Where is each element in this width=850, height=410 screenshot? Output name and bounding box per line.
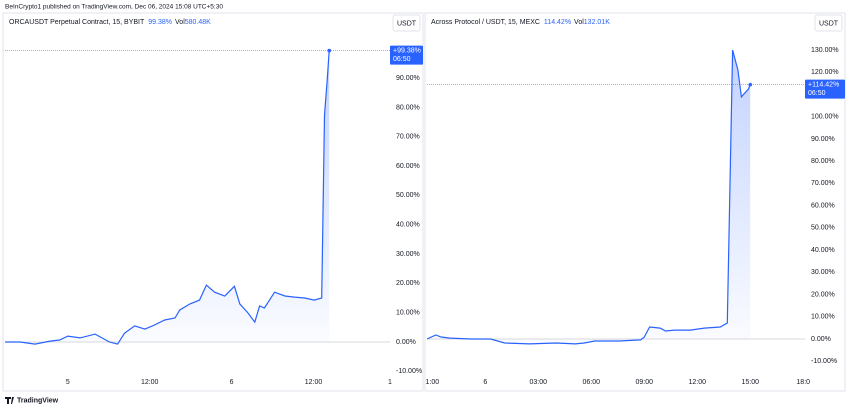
x-tick-label: 18:0 <box>796 379 810 386</box>
legend-volume-label: Vol <box>175 19 185 26</box>
y-tick-label: 120.00% <box>811 69 839 76</box>
currency-button[interactable] <box>392 14 421 32</box>
brand: TradingView <box>5 397 59 404</box>
last-point <box>748 82 753 87</box>
line <box>5 50 330 345</box>
price-tag <box>390 45 423 65</box>
y-tick-label: 40.00% <box>396 222 420 229</box>
x-axis: 1:00 6 03:00 06:00 09:00 12:00 15:00 18:0 <box>425 379 810 386</box>
panel <box>424 12 846 392</box>
y-tick-label: 20.00% <box>396 280 420 287</box>
last-point <box>327 48 332 53</box>
legend-title: Across Protocol / USDT, 15, MEXC <box>431 19 540 26</box>
x-tick-label: 09:00 <box>635 379 653 386</box>
y-tick-label: 100.00% <box>811 114 839 121</box>
y-tick-label: 70.00% <box>396 134 420 141</box>
x-tick-label: 03:00 <box>530 379 548 386</box>
x-tick-label: 12:00 <box>688 379 706 386</box>
y-tick-label: 10.00% <box>811 314 835 321</box>
y-tick-label: 0.00% <box>811 336 831 343</box>
legend-volume-label: Vol <box>574 19 584 26</box>
plot <box>5 50 330 345</box>
area <box>5 50 330 345</box>
x-tick-label: 06:00 <box>583 379 601 386</box>
price-tag-time: 06:50 <box>393 56 411 63</box>
y-tick-label: 50.00% <box>396 192 420 199</box>
y-tick-label: -10.00% <box>396 368 422 375</box>
legend-change: 114.42% <box>544 19 571 26</box>
x-tick-label: 6 <box>483 379 487 386</box>
legend-change: 99.38% <box>148 19 172 26</box>
y-tick-label: 80.00% <box>811 158 835 165</box>
y-tick-label: 60.00% <box>396 163 420 170</box>
x-tick-label: 5 <box>66 379 70 386</box>
y-tick-label: 80.00% <box>396 104 420 111</box>
x-tick-label: 15:00 <box>741 379 759 386</box>
x-axis: 5 12:00 6 12:00 1 <box>66 379 392 386</box>
y-tick-label: 70.00% <box>811 180 835 187</box>
price-tag-value: +114.42% <box>808 81 839 88</box>
publish-info: BeInCrypto1 published on TradingView.com… <box>5 4 223 11</box>
x-tick-label: 1:00 <box>425 379 439 386</box>
currency-label: USDT <box>397 20 417 27</box>
brand-name: TradingView <box>17 397 59 404</box>
x-tick-label: 12:00 <box>305 379 323 386</box>
y-tick-label: 130.00% <box>811 47 839 54</box>
brand-logo <box>5 397 14 404</box>
y-tick-label: 90.00% <box>396 75 420 82</box>
y-tick-label: -10.00% <box>811 358 837 365</box>
x-tick-label: 12:00 <box>141 379 159 386</box>
legend-volume: 132.01K <box>584 19 610 26</box>
plot <box>427 49 751 345</box>
y-tick-label: 50.00% <box>811 225 835 232</box>
y-tick-label: 30.00% <box>811 269 835 276</box>
line <box>427 49 751 345</box>
x-tick-label: 6 <box>230 379 234 386</box>
price-tag-value: +99.38% <box>393 47 421 54</box>
currency-label: USDT <box>819 20 839 27</box>
price-tag <box>805 79 845 99</box>
y-tick-label: 30.00% <box>396 251 420 258</box>
y-tick-label: 40.00% <box>811 247 835 254</box>
y-tick-label: 20.00% <box>811 291 835 298</box>
price-tag-time: 06:50 <box>808 90 826 97</box>
y-tick-label: 90.00% <box>811 136 835 143</box>
y-tick-label: 60.00% <box>811 202 835 209</box>
y-tick-label: 10.00% <box>396 310 420 317</box>
legend-volume: 580.48K <box>185 19 211 26</box>
y-tick-label: 0.00% <box>396 339 416 346</box>
currency-button[interactable] <box>814 14 843 32</box>
x-tick-label: 1 <box>388 379 392 386</box>
legend-title: ORCAUSDT Perpetual Contract, 15, BYBIT <box>9 19 145 26</box>
